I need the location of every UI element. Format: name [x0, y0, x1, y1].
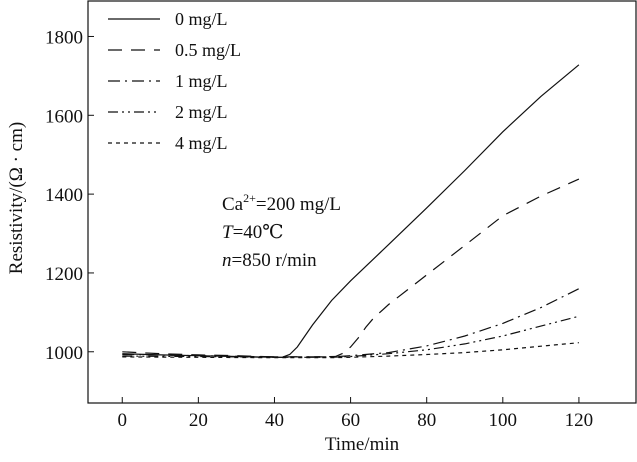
legend-label-2-mg-l: 2 mg/L — [175, 102, 228, 122]
plot-frame — [87, 0, 637, 404]
y-axis-title: Resistivity/(Ω · cm) — [6, 122, 27, 274]
legend-label-1-mg-l: 1 mg/L — [175, 71, 228, 91]
series-line-4-mg-l — [122, 342, 579, 359]
series-line-1-mg-l — [122, 288, 580, 358]
annotation-temperature: T=40℃ — [222, 222, 284, 243]
y-tick-label-1000: 1000 — [45, 343, 83, 364]
series-lines — [122, 64, 580, 359]
x-tick-label-40: 40 — [265, 410, 284, 431]
y-tick-label-1200: 1200 — [45, 264, 83, 285]
x-tick-label-100: 100 — [489, 410, 518, 431]
y-tick-label-1400: 1400 — [45, 185, 83, 206]
x-tick-label-0: 0 — [118, 410, 128, 431]
annotation-rotation-speed: n=850 r/min — [222, 250, 317, 271]
series-line-0-5-mg-l — [122, 178, 580, 358]
y-tick-label-1600: 1600 — [45, 106, 83, 127]
axis-ticks: 0 20 40 60 80 100 120 1000 1200 1400 1600 1800 — [45, 27, 593, 431]
y-tick-label-1800: 1800 — [45, 27, 83, 48]
x-tick-label-80: 80 — [417, 410, 436, 431]
x-tick-label-20: 20 — [189, 410, 208, 431]
legend-label-4-mg-l: 4 mg/L — [175, 133, 228, 153]
annotation-calcium: Ca2+=200 mg/L — [222, 191, 341, 215]
x-axis-title: Time/min — [325, 434, 400, 455]
x-tick-label-60: 60 — [341, 410, 360, 431]
x-tick-label-120: 120 — [565, 410, 594, 431]
legend-label-0-5-mg-l: 0.5 mg/L — [175, 40, 241, 60]
legend: 0 mg/L 0.5 mg/L 1 mg/L 2 mg/L 4 mg/L — [108, 9, 241, 153]
series-line-2-mg-l — [122, 315, 580, 358]
legend-label-0-mg-l: 0 mg/L — [175, 9, 228, 29]
